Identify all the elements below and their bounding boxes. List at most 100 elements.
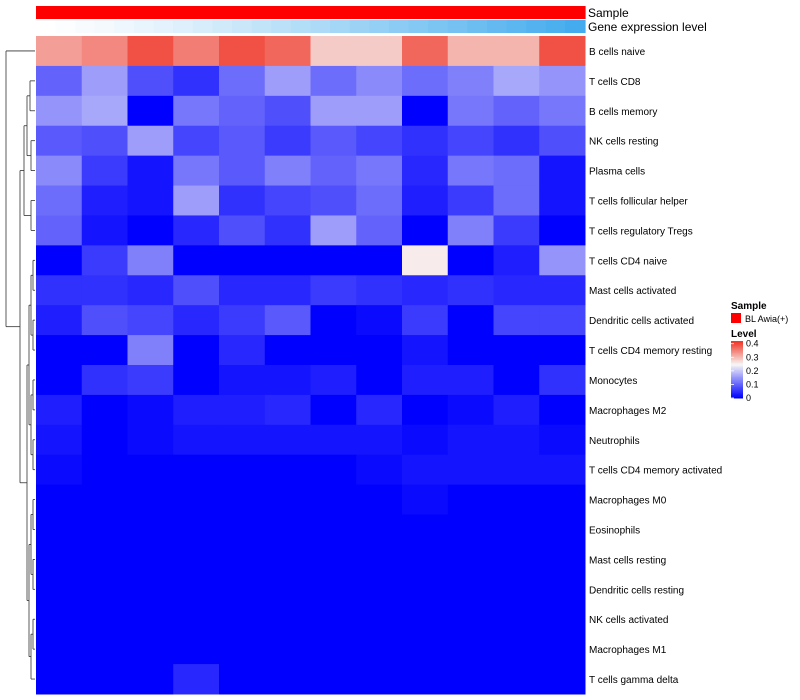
heatmap-cell: [219, 215, 266, 246]
colorbar-step: [731, 356, 743, 359]
heatmap-cell: [219, 36, 266, 67]
annotation-cell: [565, 20, 586, 33]
row-label: Mast cells activated: [589, 286, 676, 297]
heatmap-cell: [493, 305, 540, 336]
heatmap-cell: [539, 335, 586, 366]
heatmap-cell: [173, 125, 220, 157]
annotation-cell: [428, 20, 449, 33]
colorbar-step: [731, 379, 743, 382]
annotation-cell: [114, 20, 135, 33]
heatmap-cell: [81, 394, 128, 426]
annotation-cell: [232, 20, 253, 33]
heatmap-cell: [539, 36, 586, 67]
legend-sample-entries: BL Awia(+): [731, 313, 788, 324]
heatmap-cell: [173, 155, 220, 187]
heatmap-cell: [127, 514, 174, 545]
row-label: Mast cells resting: [589, 555, 666, 566]
heatmap-cell: [310, 574, 357, 605]
heatmap-cell: [36, 424, 83, 456]
legend-level-title: Level: [731, 329, 757, 340]
row-label: T cells CD4 naive: [589, 256, 668, 267]
annotation-cell: [192, 20, 214, 33]
annotation-cell: [506, 20, 527, 33]
heatmap-cell: [264, 185, 311, 216]
heatmap-cell: [264, 245, 311, 276]
annotation-cell: [36, 6, 57, 19]
heatmap-cell: [173, 65, 220, 97]
heatmap-cell: [219, 245, 266, 276]
heatmap-cell: [81, 305, 128, 336]
annotation-cell: [408, 6, 429, 19]
heatmap-cell: [127, 185, 174, 216]
heatmap-cell: [539, 514, 586, 545]
colorbar-step: [731, 375, 743, 378]
heatmap-cell: [36, 125, 83, 157]
heatmap-cell: [447, 634, 494, 665]
heatmap-cell: [81, 604, 128, 635]
heatmap-cell: [539, 95, 586, 127]
heatmap-cell: [356, 275, 403, 306]
heatmap-cell: [219, 634, 266, 665]
annotation-cell: [467, 20, 488, 33]
legend-level-colorbar: [731, 341, 743, 399]
colorbar-step: [731, 363, 743, 366]
colorbar-step: [731, 341, 743, 343]
heatmap-cell: [402, 275, 449, 306]
colorbar-step: [731, 373, 743, 376]
heatmap-cell: [493, 36, 540, 67]
heatmap-cell: [173, 185, 220, 216]
heatmap-cell: [36, 394, 83, 426]
heatmap-cell: [81, 36, 128, 67]
heatmap-cell: [36, 36, 83, 67]
heatmap-cell: [539, 574, 586, 605]
heatmap-cell: [539, 185, 586, 216]
heatmap-cell: [173, 604, 220, 635]
heatmap-cell: [36, 454, 83, 486]
heatmap-cell: [264, 604, 311, 635]
annotation-cell: [192, 6, 214, 19]
heatmap-cell: [493, 574, 540, 605]
heatmap-cell: [310, 215, 357, 246]
row-label: T cells follicular helper: [589, 197, 688, 208]
colorbar-step: [731, 382, 743, 385]
heatmap-cell: [539, 454, 586, 486]
row-label: T cells CD4 memory resting: [589, 346, 712, 357]
annotation-cell: [486, 6, 508, 19]
annotation-cell: [428, 6, 449, 19]
annotation-cell: [388, 6, 410, 19]
annotation-cell: [75, 20, 96, 33]
heatmap-cell: [127, 36, 174, 67]
heatmap-cell: [310, 125, 357, 157]
row-label: NK cells resting: [589, 137, 658, 148]
annotation-cell: [349, 20, 370, 33]
colorbar-step: [731, 350, 743, 353]
heatmap-cell: [36, 275, 83, 306]
annotation-cell: [173, 20, 194, 33]
heatmap-cell: [310, 245, 357, 276]
heatmap-cell: [81, 335, 128, 366]
heatmap-cell: [310, 65, 357, 97]
heatmap-cell: [447, 305, 494, 336]
annotation-cell: [330, 6, 351, 19]
heatmap-cell: [402, 634, 449, 665]
colorbar-step: [731, 380, 743, 383]
annotation-cell: [232, 6, 253, 19]
annotation-cell: [545, 20, 566, 33]
heatmap-cell: [127, 305, 174, 336]
annotation-cell: [369, 20, 390, 33]
colorbar-step: [731, 389, 743, 392]
heatmap-cell: [447, 365, 494, 396]
colorbar-step: [731, 378, 743, 380]
annotation-cell: [251, 20, 272, 33]
heatmap-cell: [219, 544, 266, 575]
heatmap-cell: [127, 155, 174, 187]
colorbar-tick-label: 0.2: [746, 366, 759, 376]
legend: Sample BL Awia(+) Level 0.4 0.3 0.2 0.1 0: [731, 301, 788, 403]
heatmap-cell: [264, 664, 311, 695]
heatmap-cell: [402, 544, 449, 575]
annotation-cell: [526, 6, 547, 19]
heatmap-cell: [447, 185, 494, 216]
colorbar-tick-label: 0.1: [746, 379, 759, 389]
heatmap-cell: [539, 65, 586, 97]
heatmap-cell: [447, 484, 494, 516]
